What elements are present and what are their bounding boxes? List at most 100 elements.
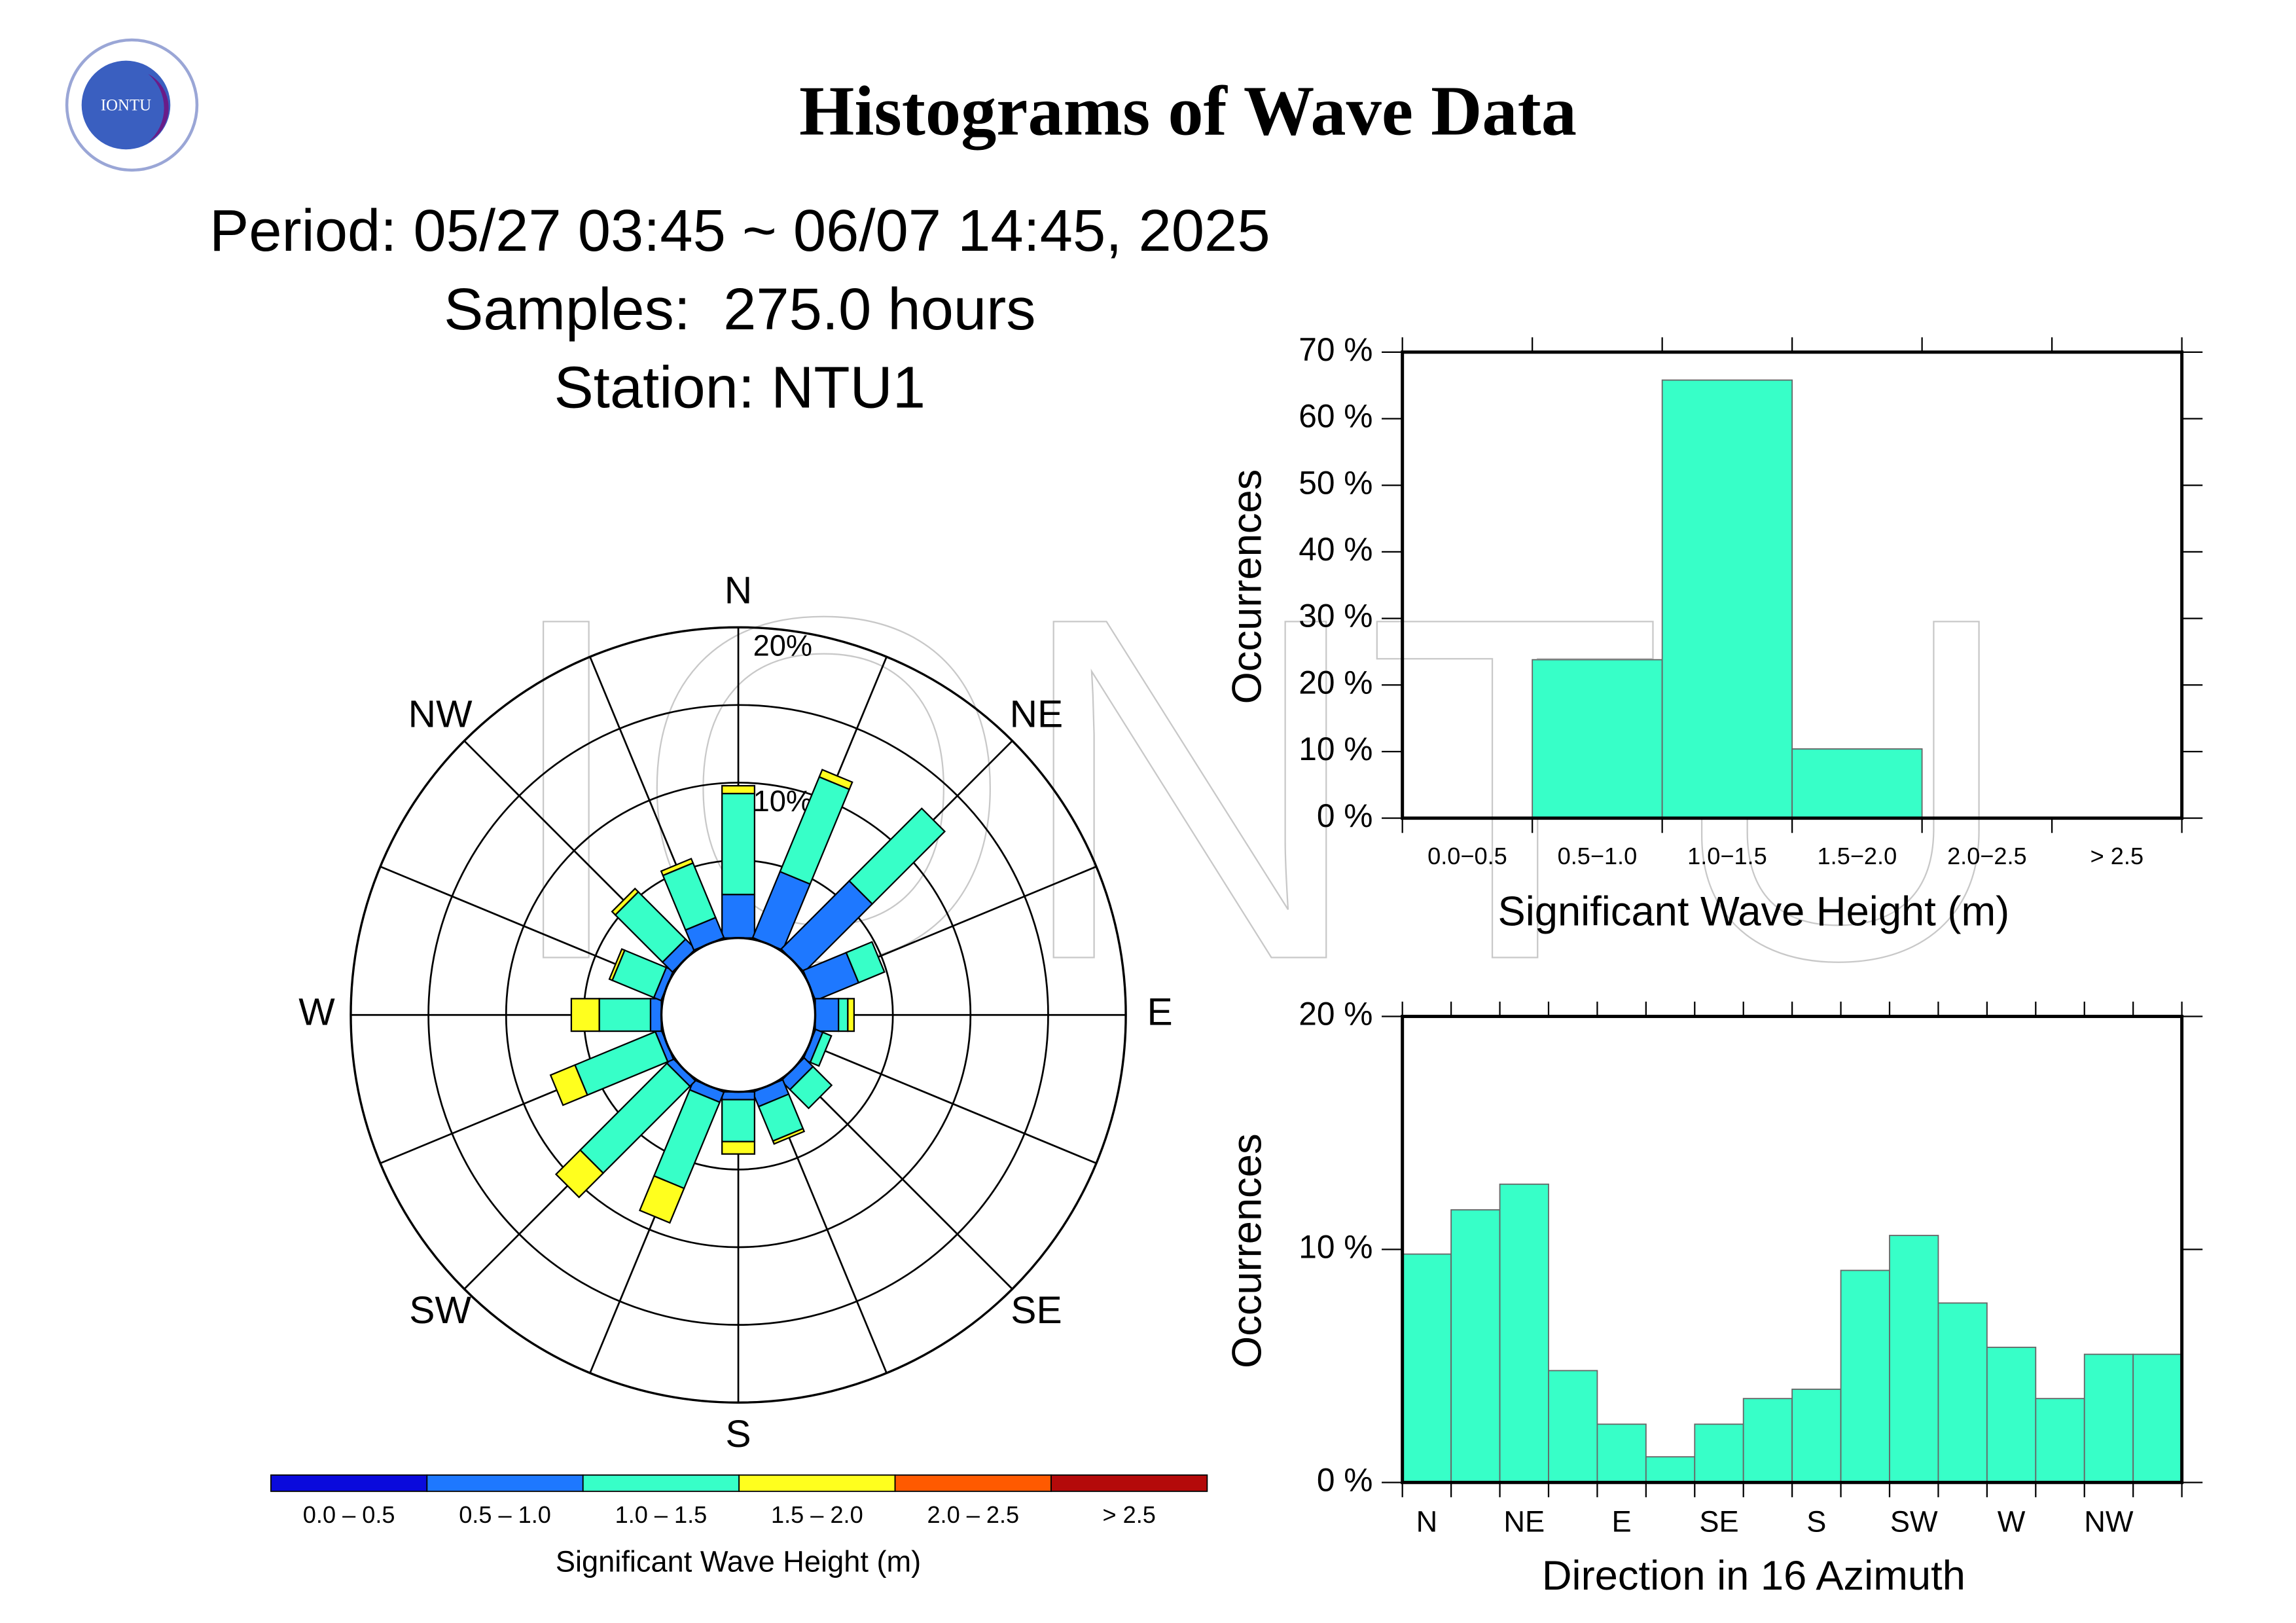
bar [1937, 1302, 1988, 1484]
station: Station: NTU1 [554, 355, 925, 421]
direction-bar [660, 858, 725, 951]
plot-frame [1401, 1014, 2184, 1484]
direction-label: NE [1010, 693, 1064, 735]
y-tick-label: 0 % [1317, 1461, 1373, 1498]
x-tick-label: 1.0−1.5 [1687, 843, 1767, 869]
bar [1791, 748, 1923, 819]
y-tick-label: 10 % [1299, 731, 1372, 767]
x-tick-label: N [1416, 1505, 1438, 1539]
legend-swatch [894, 1474, 1052, 1492]
rose-segment [721, 894, 756, 939]
bar [1791, 1389, 1842, 1484]
legend-label: > 2.5 [1102, 1501, 1155, 1528]
rose-segment [818, 769, 853, 791]
spoke [792, 1068, 1013, 1290]
direction-bar [751, 769, 853, 951]
rose-segment [570, 998, 600, 1032]
bar [1401, 1253, 1452, 1484]
x-tick-label: > 2.5 [2090, 843, 2144, 869]
x-axis-label: Significant Wave Height (m) [1498, 888, 2010, 934]
y-tick-label: 70 % [1299, 331, 1372, 368]
bar [1694, 1423, 1744, 1484]
direction-label: SW [409, 1289, 471, 1332]
x-tick-label: W [1998, 1505, 2026, 1539]
bar [2132, 1353, 2183, 1484]
direction-bar [638, 1078, 725, 1224]
y-tick-label: 40 % [1299, 531, 1372, 568]
direction-bar [751, 1078, 806, 1145]
bar [1645, 1456, 1696, 1484]
rose-segment [838, 998, 849, 1032]
direction-label: N [725, 570, 752, 612]
rose-segment [809, 1031, 833, 1067]
x-tick-label: SE [1699, 1505, 1738, 1539]
r-tick-label: 10% [753, 784, 812, 818]
direction-bar [721, 1091, 756, 1155]
direction-bar [570, 998, 662, 1032]
rose-segment [638, 1175, 685, 1224]
direction-bar [780, 1057, 833, 1110]
legend-title: Significant Wave Height (m) [556, 1545, 921, 1578]
rose-segment [721, 1091, 756, 1101]
period: Period: 05/27 03:45 ~ 06/07 14:45, 2025 [209, 198, 1270, 264]
bar [1742, 1398, 1793, 1484]
bar [1548, 1370, 1598, 1484]
rose-segment [848, 807, 946, 905]
rose-segment [847, 998, 855, 1032]
rose-segment [608, 948, 626, 981]
rose-segment [845, 941, 886, 984]
y-tick-label: 20 % [1299, 996, 1372, 1032]
direction-label: S [725, 1413, 751, 1455]
legend-label: 2.0 – 2.5 [927, 1501, 1019, 1528]
legend-label: 0.0 – 0.5 [303, 1501, 395, 1528]
legend-swatch [738, 1474, 896, 1492]
direction-bar [721, 785, 756, 939]
rose-segment [789, 1065, 833, 1110]
x-tick-label: E [1612, 1505, 1632, 1539]
rose-segment [772, 1127, 806, 1145]
x-tick-label: 1.5−2.0 [1818, 843, 1897, 869]
rose-segment [660, 858, 694, 877]
rose-segment [721, 785, 756, 795]
legend-swatch [426, 1474, 584, 1492]
rose-segment [721, 1099, 756, 1142]
spoke [809, 1043, 1097, 1165]
direction-bar [554, 1057, 697, 1199]
rose-segment [549, 1064, 588, 1106]
rose-segment [649, 998, 662, 1032]
rose-segment [611, 887, 639, 917]
direction-bar [611, 887, 697, 974]
hole [660, 937, 817, 1093]
x-tick-label: S [1806, 1505, 1826, 1539]
x-tick-label: NW [2084, 1505, 2134, 1539]
y-axis-label: Occurrences [1225, 469, 1270, 704]
direction-label: NW [408, 693, 473, 735]
rose-segment [721, 792, 756, 896]
rose-segment [814, 998, 840, 1032]
y-tick-label: 0 % [1317, 797, 1373, 834]
y-axis-label: Occurrences [1225, 1133, 1270, 1368]
bar [1596, 1423, 1647, 1484]
bar [1499, 1183, 1549, 1484]
legend-label: 1.0 – 1.5 [615, 1501, 708, 1528]
y-tick-label: 30 % [1299, 598, 1372, 634]
samples: Samples: 275.0 hours [444, 276, 1035, 342]
legend-swatch [1050, 1474, 1208, 1492]
direction-label: W [298, 991, 335, 1034]
y-tick-label: 10 % [1299, 1229, 1372, 1266]
rose-segment [554, 1149, 605, 1199]
direction-label: E [1147, 991, 1172, 1034]
r-tick-label: 20% [753, 629, 812, 663]
direction-label: SE [1011, 1289, 1062, 1332]
bar [1661, 379, 1793, 819]
y-tick-label: 20 % [1299, 664, 1372, 701]
bar [1450, 1209, 1501, 1484]
x-axis-label: Direction in 16 Azimuth [1542, 1553, 1965, 1599]
x-tick-label: 0.5−1.0 [1558, 843, 1638, 869]
direction-bar [608, 948, 675, 1002]
legend-label: 1.5 – 2.0 [771, 1501, 863, 1528]
y-tick-label: 60 % [1299, 398, 1372, 435]
bar [1889, 1235, 1939, 1484]
